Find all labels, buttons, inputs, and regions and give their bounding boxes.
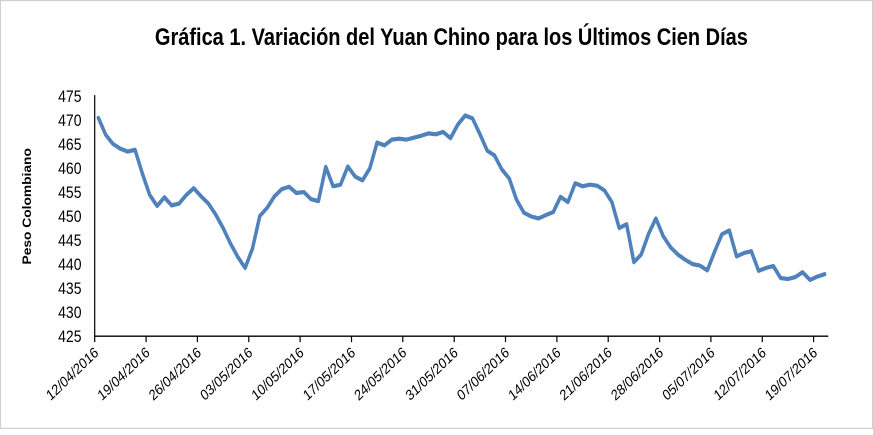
svg-text:455: 455 — [58, 184, 81, 202]
svg-text:Peso Colombiano: Peso Colombiano — [21, 148, 34, 265]
svg-text:430: 430 — [58, 304, 81, 322]
svg-text:425: 425 — [58, 328, 81, 346]
svg-text:475: 475 — [58, 88, 81, 106]
svg-text:460: 460 — [58, 160, 81, 178]
svg-text:Gráfica 1. Variación del Yuan: Gráfica 1. Variación del Yuan Chino para… — [155, 23, 748, 50]
svg-text:445: 445 — [58, 232, 81, 250]
svg-text:450: 450 — [58, 208, 81, 226]
svg-text:435: 435 — [58, 280, 81, 298]
svg-text:465: 465 — [58, 136, 81, 154]
svg-text:440: 440 — [58, 256, 81, 274]
svg-text:470: 470 — [58, 112, 81, 130]
